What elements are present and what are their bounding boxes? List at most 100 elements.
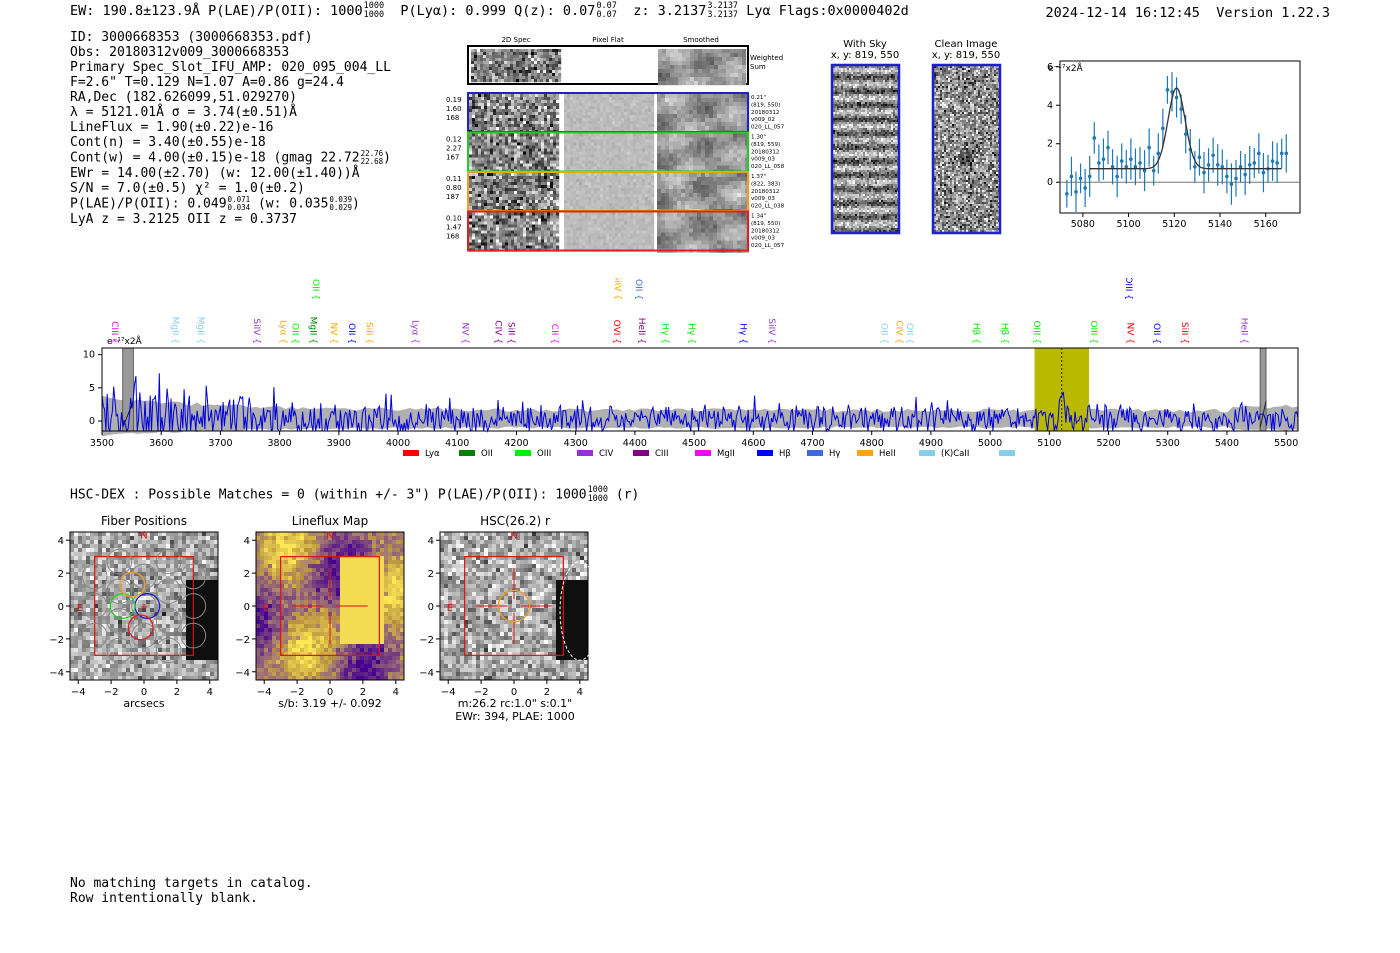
hsc-pixel (564, 656, 569, 661)
hsc-pixel (110, 556, 115, 561)
hsc-pixel (90, 572, 95, 577)
hsc-pixel (580, 604, 585, 609)
hsc-pixel (90, 596, 95, 601)
hsc-pixel (516, 560, 521, 565)
hsc-xtick-label: 4 (393, 687, 399, 698)
hsc-pixel (70, 616, 75, 621)
hsc-pixel (94, 560, 99, 565)
hsc-pixel (348, 580, 353, 585)
spectral-line-label: OII { (346, 323, 356, 344)
fiber-circle (81, 563, 108, 590)
hsc-pixel (114, 576, 119, 581)
hsc-pixel (520, 632, 525, 637)
hsc-pixel (580, 668, 585, 673)
hsc-pixel (98, 548, 103, 553)
hsc-pixel (476, 552, 481, 557)
hsc-pixel (296, 584, 301, 589)
hsc-pixel (90, 604, 95, 609)
hsc-pixel (78, 668, 83, 673)
hsc-pixel (400, 660, 405, 665)
hsc-pixel (78, 612, 83, 617)
hsc-pixel (178, 616, 183, 621)
hsc-pixel (288, 604, 293, 609)
hsc-pixel (448, 616, 453, 621)
hsc-pixel (150, 532, 155, 537)
hsc-pixel (178, 572, 183, 577)
hsc-pixel (210, 580, 215, 585)
hsc-pixel (272, 592, 277, 597)
hsc-pixel (464, 636, 469, 641)
hsc-pixel (448, 660, 453, 665)
hsc-pixel (316, 600, 321, 605)
hsc-pixel (364, 584, 369, 589)
hsc-pixel (296, 548, 301, 553)
hsc-pixel (576, 620, 581, 625)
hsc-pixel (376, 584, 381, 589)
hsc-pixel (540, 572, 545, 577)
hsc-pixel (324, 644, 329, 649)
hsc-pixel (340, 676, 345, 681)
hsc-pixel (194, 568, 199, 573)
hsc-pixel (468, 540, 473, 545)
hsc-pixel (348, 600, 353, 605)
hsc-pixel (372, 544, 377, 549)
spec-xtick-label: 4000 (386, 438, 410, 449)
hsc-pixel (360, 536, 365, 541)
hsc-pixel (312, 576, 317, 581)
hsc-pixel (488, 536, 493, 541)
hsc-pixel (280, 608, 285, 613)
hsc-pixel (508, 652, 513, 657)
hsc-pixel (264, 548, 269, 553)
hsc-pixel (154, 652, 159, 657)
hsc-pixel (384, 624, 389, 629)
hsc-pixel (400, 648, 405, 653)
hsc-pixel (260, 600, 265, 605)
hsc-pixel (292, 580, 297, 585)
hsc-pixel (544, 576, 549, 581)
hsc-xtick-label: 4 (577, 687, 583, 698)
hsc-pixel (214, 624, 219, 629)
hsc-pixel (214, 580, 219, 585)
selected-fiber (127, 614, 154, 641)
hsc-pixel (74, 632, 79, 637)
hsc-pixel (360, 632, 365, 637)
hsc-pixel (186, 640, 191, 645)
hsc-pixel (400, 588, 405, 593)
hsc-pixel (388, 552, 393, 557)
legend-label: CIV (599, 449, 613, 459)
hsc-pixel (206, 552, 211, 557)
hsc-pixel (146, 576, 151, 581)
hsc-pixel (94, 540, 99, 545)
hsc-pixel (564, 636, 569, 641)
hsc-pixel (564, 544, 569, 549)
hsc-pixel (336, 548, 341, 553)
hsc-pixel (556, 540, 561, 545)
hsc-pixel (324, 640, 329, 645)
hsc-pixel (488, 564, 493, 569)
hsc-pixel (372, 652, 377, 657)
hsc-pixel (206, 656, 211, 661)
hsc-pixel (94, 660, 99, 665)
hsc-pixel (508, 600, 513, 605)
hsc-pixel (536, 648, 541, 653)
spec-xtick-label: 3600 (149, 438, 173, 449)
hsc-pixel (380, 616, 385, 621)
hsc-pixel (130, 584, 135, 589)
hsc-pixel (452, 612, 457, 617)
hsc-pixel (484, 676, 489, 681)
hsc-pixel (584, 552, 589, 557)
hsc-pixel (134, 648, 139, 653)
hsc-pixel (174, 532, 179, 537)
hsc-pixel (560, 612, 565, 617)
hsc-pixel (98, 536, 103, 541)
hsc-pixel (444, 544, 449, 549)
hsc-pixel (268, 584, 273, 589)
hsc-pixel (352, 652, 357, 657)
hsc-pixel (110, 552, 115, 557)
hsc-pixel (78, 564, 83, 569)
hsc-pixel (114, 596, 119, 601)
hsc-pixel (186, 552, 191, 557)
hsc-pixel (130, 532, 135, 537)
hsc-pixel (98, 568, 103, 573)
hsc-pixel (360, 628, 365, 633)
